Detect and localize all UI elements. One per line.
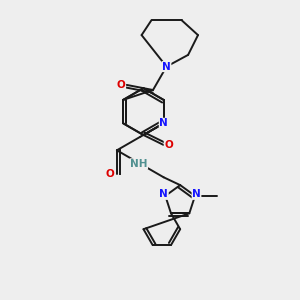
Text: NH: NH — [130, 159, 148, 169]
Text: N: N — [160, 189, 168, 200]
Text: O: O — [106, 169, 115, 179]
Text: O: O — [117, 80, 126, 90]
Text: N: N — [192, 189, 201, 200]
Text: N: N — [159, 118, 168, 128]
Text: O: O — [164, 140, 173, 150]
Text: N: N — [162, 61, 171, 72]
